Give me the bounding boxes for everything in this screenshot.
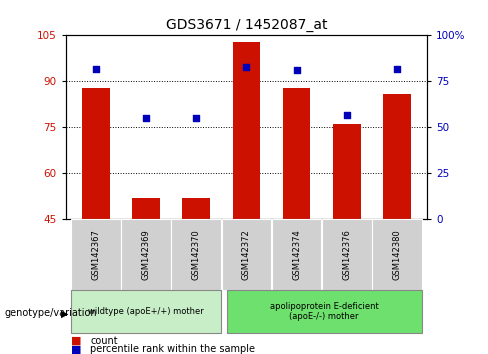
Bar: [233, 41, 260, 219]
Text: GSM142367: GSM142367: [91, 229, 101, 280]
Text: GSM142376: GSM142376: [342, 229, 351, 280]
Bar: [71, 219, 121, 290]
Text: GSM142370: GSM142370: [192, 229, 201, 280]
Bar: [222, 219, 271, 290]
Point: [393, 66, 401, 72]
Point: [142, 115, 150, 121]
Bar: [122, 219, 171, 290]
Bar: [82, 87, 110, 219]
Text: wildtype (apoE+/+) mother: wildtype (apoE+/+) mother: [88, 307, 204, 316]
Point: [192, 115, 200, 121]
Text: ■: ■: [71, 336, 81, 346]
Bar: [372, 219, 422, 290]
Bar: [71, 290, 221, 333]
Text: GSM142369: GSM142369: [142, 229, 151, 280]
Bar: [333, 124, 361, 219]
Text: ■: ■: [71, 344, 81, 354]
Bar: [132, 198, 160, 219]
Point: [293, 68, 301, 73]
Bar: [183, 198, 210, 219]
Bar: [322, 219, 371, 290]
Bar: [171, 219, 221, 290]
Bar: [272, 219, 322, 290]
Text: GSM142372: GSM142372: [242, 229, 251, 280]
Bar: [383, 94, 411, 219]
Point: [243, 64, 250, 69]
Bar: [283, 87, 310, 219]
Point: [343, 112, 351, 118]
Bar: [226, 290, 422, 333]
Text: count: count: [90, 336, 118, 346]
Point: [92, 66, 100, 72]
Text: GSM142380: GSM142380: [392, 229, 402, 280]
Text: percentile rank within the sample: percentile rank within the sample: [90, 344, 255, 354]
Text: ▶: ▶: [61, 308, 68, 318]
Title: GDS3671 / 1452087_at: GDS3671 / 1452087_at: [166, 18, 327, 32]
Text: apolipoprotein E-deficient
(apoE-/-) mother: apolipoprotein E-deficient (apoE-/-) mot…: [270, 302, 379, 321]
Text: genotype/variation: genotype/variation: [5, 308, 98, 318]
Text: GSM142374: GSM142374: [292, 229, 301, 280]
